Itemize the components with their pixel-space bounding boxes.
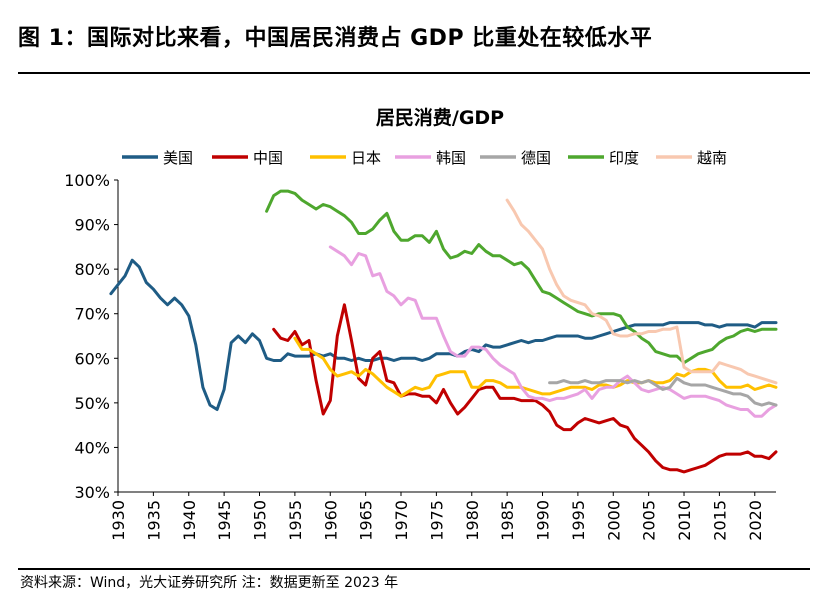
legend-label: 德国 xyxy=(521,149,551,167)
series-line xyxy=(272,303,778,474)
y-tick-label: 40% xyxy=(74,438,110,457)
legend-label: 韩国 xyxy=(436,149,466,167)
legend-label: 印度 xyxy=(609,149,639,167)
x-tick-label: 1990 xyxy=(534,500,553,541)
legend-label: 越南 xyxy=(697,149,727,167)
x-tick-label: 1970 xyxy=(392,500,411,541)
x-tick-label: 1960 xyxy=(321,500,340,541)
title-divider xyxy=(18,72,810,74)
x-tick-label: 2015 xyxy=(710,500,729,541)
x-tick-label: 2020 xyxy=(746,500,765,541)
x-tick-label: 1965 xyxy=(357,500,376,541)
chart-legend: 美国 中国 日本 韩国 德国 印度 越南 xyxy=(122,149,727,167)
x-tick-label: 1985 xyxy=(498,500,517,541)
y-tick-label: 60% xyxy=(74,349,110,368)
series-line xyxy=(328,245,778,418)
series-line xyxy=(109,258,778,411)
x-tick-label: 1955 xyxy=(286,500,305,541)
x-tick-label: 1930 xyxy=(109,500,128,541)
x-tick-label: 2000 xyxy=(604,500,623,541)
legend-label: 日本 xyxy=(351,149,381,167)
x-tick-label: 1945 xyxy=(215,500,234,541)
chart-axes: 30% 40% 50% 60% 70% 80% 90% 100% 1930 1935 1940 194… xyxy=(64,171,776,541)
y-tick-label: 90% xyxy=(74,216,110,235)
x-tick-label: 2005 xyxy=(640,500,659,541)
y-tick-label: 70% xyxy=(74,305,110,324)
legend-label: 中国 xyxy=(253,149,283,167)
x-tick-label: 1950 xyxy=(251,500,270,541)
x-tick-label: 1940 xyxy=(180,500,199,541)
x-tick-label: 1995 xyxy=(569,500,588,541)
footer-divider xyxy=(18,568,810,570)
series-line xyxy=(505,198,778,385)
y-tick-label: 30% xyxy=(74,483,110,502)
y-tick-label: 100% xyxy=(64,171,110,190)
source-note: 资料来源：Wind，光大证券研究所 注：数据更新至 2023 年 xyxy=(20,575,399,591)
figure-title: 图 1：国际对比来看，中国居民消费占 GDP 比重处在较低水平 xyxy=(18,26,653,51)
series-line xyxy=(293,336,778,398)
chart-title: 居民消费/GDP xyxy=(376,106,504,129)
x-tick-label: 2010 xyxy=(675,500,694,541)
x-tick-label: 1975 xyxy=(427,500,446,541)
y-tick-label: 80% xyxy=(74,260,110,279)
legend-label: 美国 xyxy=(163,149,193,167)
series-line xyxy=(548,376,778,407)
x-tick-label: 1980 xyxy=(463,500,482,541)
x-tick-label: 1935 xyxy=(144,500,163,541)
y-tick-label: 50% xyxy=(74,394,110,413)
chart-series-group xyxy=(109,189,778,474)
series-line xyxy=(265,189,778,365)
